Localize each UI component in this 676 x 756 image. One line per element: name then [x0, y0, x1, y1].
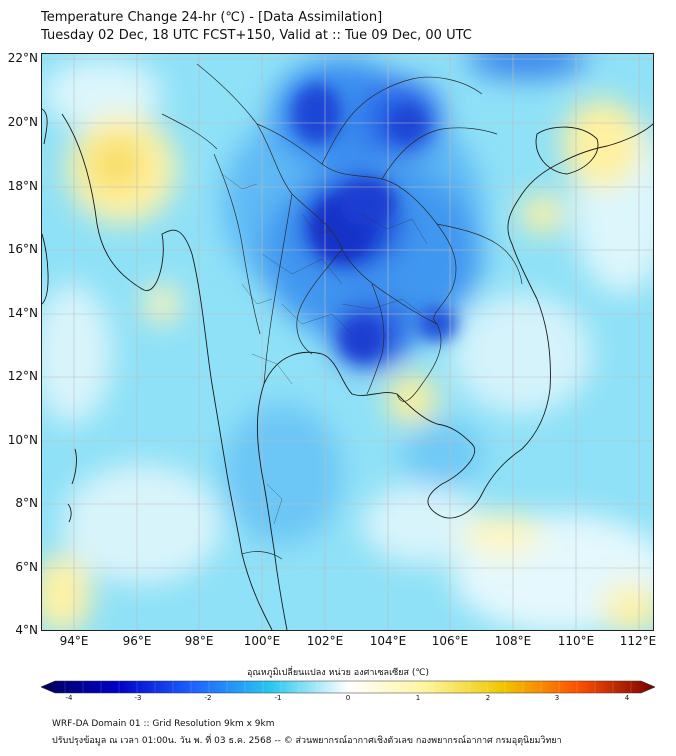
lat-label-6n: 6°N: [15, 560, 38, 574]
lon-label-104e: 104°E: [369, 634, 407, 648]
temperature-field-map: [42, 54, 653, 630]
colorbar-tick: 4: [624, 694, 630, 702]
lon-label-94e: 94°E: [59, 634, 89, 648]
colorbar-tick: 1: [415, 694, 421, 702]
colorbar-tick: -2: [204, 694, 212, 702]
colorbar-tick: 3: [554, 694, 560, 702]
colorbar-tick: 2: [485, 694, 491, 702]
lat-label-12n: 12°N: [7, 369, 38, 383]
footer-credit: ปรับปรุงข้อมูล ณ เวลา 01:00น. วัน พ. ที่…: [52, 736, 562, 746]
lon-label-96e: 96°E: [122, 634, 152, 648]
lat-label-4n: 4°N: [15, 623, 38, 637]
map-title: Temperature Change 24-hr (℃) - [Data Ass…: [41, 10, 383, 25]
borders: [161, 63, 523, 560]
lat-label-22n: 22°N: [7, 51, 38, 65]
lat-label-20n: 20°N: [7, 115, 38, 129]
lon-label-108e: 108°E: [494, 634, 532, 648]
colorbar: [41, 680, 655, 694]
lat-label-18n: 18°N: [7, 179, 38, 193]
footer-model-info: WRF-DA Domain 01 :: Grid Resolution 9km …: [52, 719, 275, 729]
lon-label-102e: 102°E: [306, 634, 344, 648]
map-subtitle: Tuesday 02 Dec, 18 UTC FCST+150, Valid a…: [41, 28, 472, 43]
map-canvas: [41, 53, 654, 631]
lat-label-16n: 16°N: [7, 242, 38, 256]
colorbar-tick: -3: [134, 694, 142, 702]
lon-label-100e: 100°E: [243, 634, 281, 648]
lat-label-8n: 8°N: [15, 496, 38, 510]
colorbar-tick: 0: [345, 694, 351, 702]
lon-label-98e: 98°E: [184, 634, 214, 648]
colorbar-tick: -4: [65, 694, 73, 702]
lat-label-10n: 10°N: [7, 433, 38, 447]
lon-label-110e: 110°E: [557, 634, 595, 648]
lon-label-106e: 106°E: [431, 634, 469, 648]
graticule: [42, 54, 653, 630]
lon-label-112e: 112°E: [619, 634, 657, 648]
lat-label-14n: 14°N: [7, 306, 38, 320]
colorbar-title: อุณหภูมิเปลี่ยนแปลง หน่วย องศาเซลเซียส (…: [246, 668, 430, 678]
colorbar-tick: -1: [274, 694, 282, 702]
coastlines: [42, 108, 653, 630]
